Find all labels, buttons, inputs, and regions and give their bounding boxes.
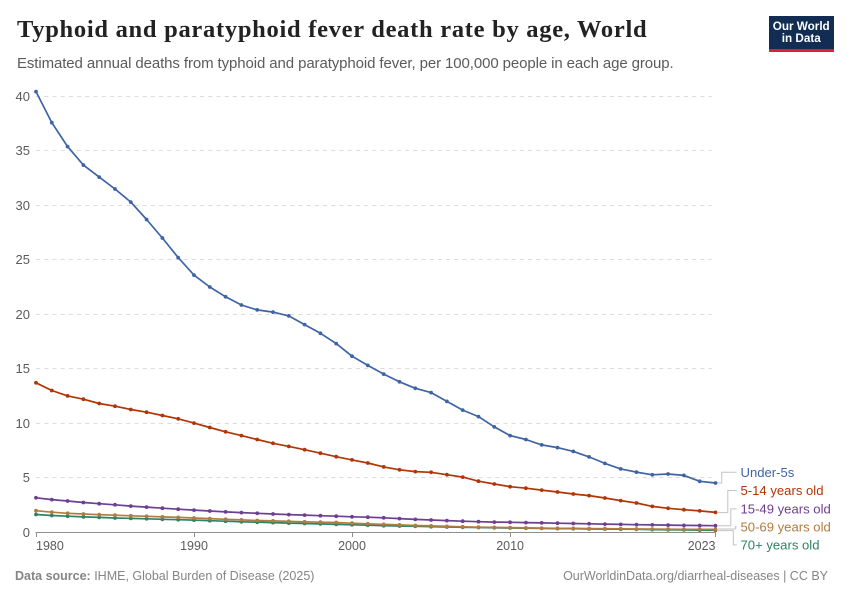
svg-text:10: 10 <box>16 416 30 431</box>
svg-text:15: 15 <box>16 361 30 376</box>
svg-text:5: 5 <box>23 470 30 485</box>
svg-text:5-14 years old: 5-14 years old <box>741 483 824 498</box>
svg-text:70+ years old: 70+ years old <box>741 538 820 553</box>
svg-text:35: 35 <box>16 143 30 158</box>
svg-text:2023: 2023 <box>688 539 716 553</box>
svg-text:1980: 1980 <box>36 539 64 553</box>
svg-text:20: 20 <box>16 307 30 322</box>
svg-text:30: 30 <box>16 198 30 213</box>
svg-text:Under-5s: Under-5s <box>741 465 795 480</box>
svg-text:2000: 2000 <box>338 539 366 553</box>
svg-text:0: 0 <box>23 525 30 540</box>
svg-text:40: 40 <box>16 89 30 104</box>
svg-text:2010: 2010 <box>496 539 524 553</box>
svg-text:25: 25 <box>16 252 30 267</box>
svg-text:15-49 years old: 15-49 years old <box>741 502 831 517</box>
svg-text:50-69 years old: 50-69 years old <box>741 520 831 535</box>
svg-text:1990: 1990 <box>180 539 208 553</box>
